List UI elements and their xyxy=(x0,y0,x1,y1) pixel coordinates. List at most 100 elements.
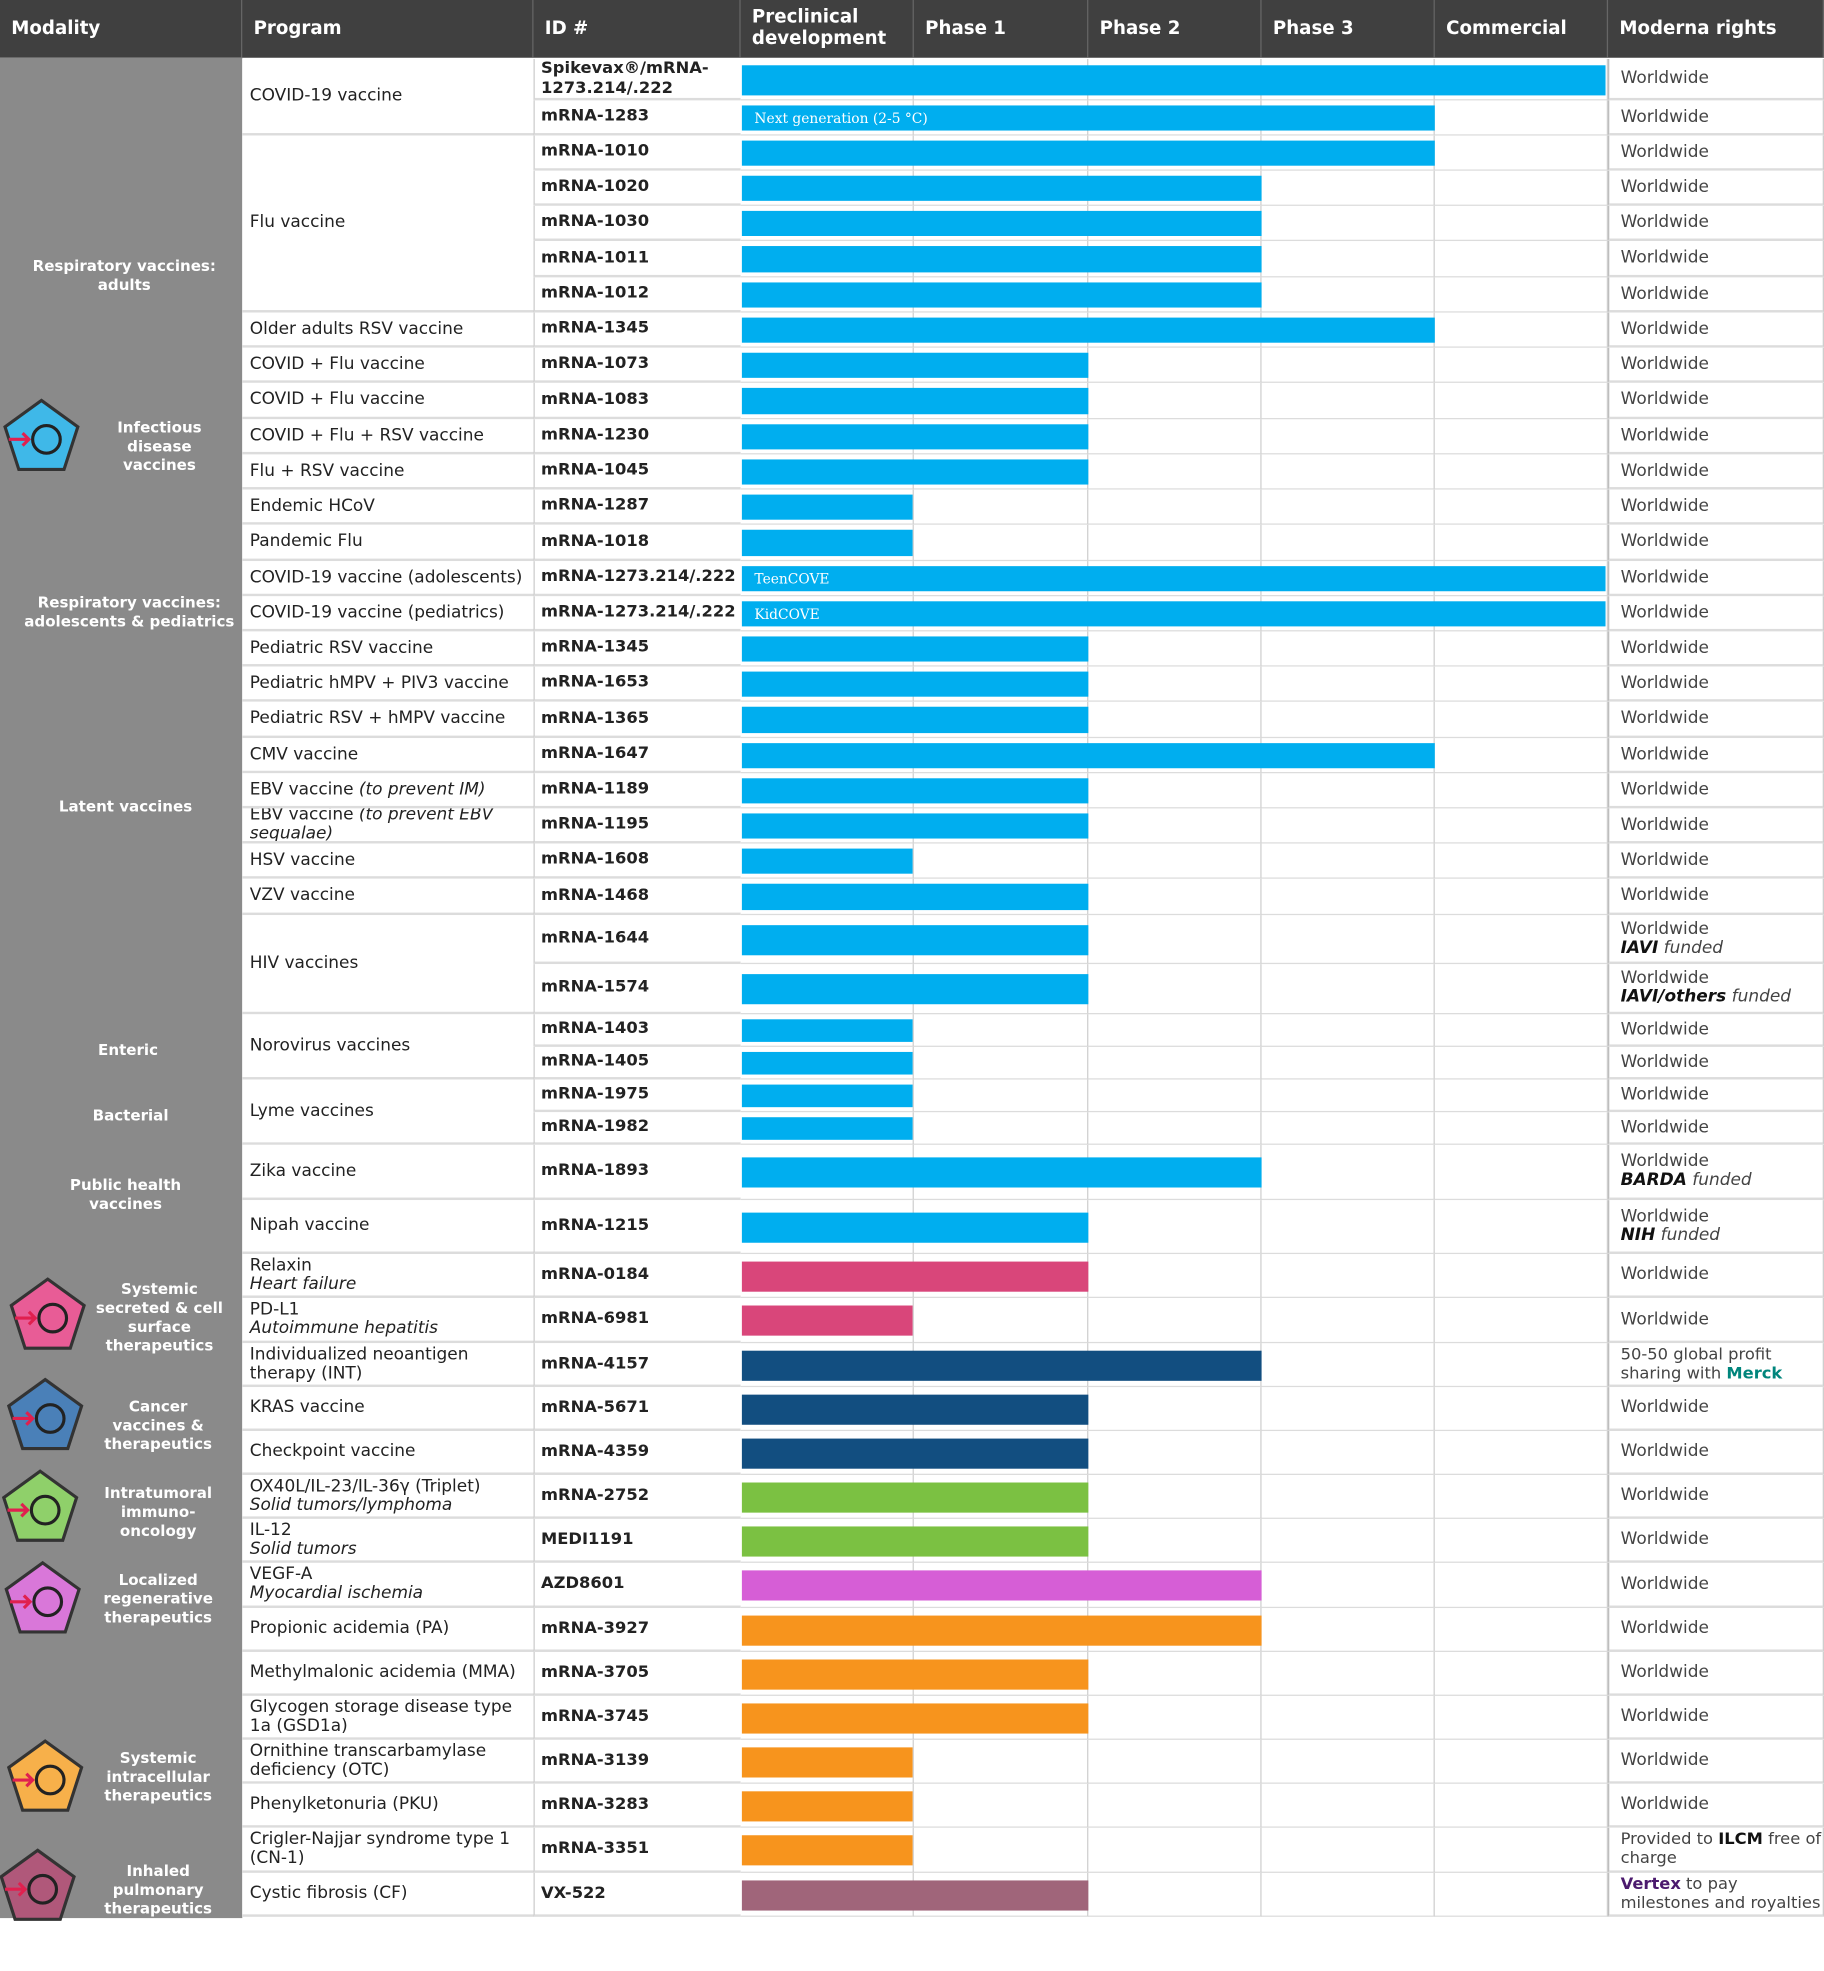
phase-cell xyxy=(1261,419,1435,455)
rights-cell: Worldwide xyxy=(1608,1297,1824,1344)
program-cell: COVID + Flu + RSV vaccine xyxy=(242,419,534,455)
modality-label-line: Cancer xyxy=(128,1397,188,1416)
pipeline-bar xyxy=(741,848,913,874)
phase-cell xyxy=(1434,1014,1609,1047)
program-id: mRNA-1189 xyxy=(541,779,650,799)
pipeline-bar xyxy=(741,1658,1089,1690)
program-id: mRNA-1653 xyxy=(541,672,650,692)
rights-cell: Worldwide xyxy=(1608,1518,1824,1563)
program-cell: Relaxin Heart failure xyxy=(242,1254,534,1298)
modality-label: Intratumoral immuno-oncology xyxy=(104,1484,212,1540)
phase-cell xyxy=(1434,347,1609,383)
program-name: Methylmalonic acidemia (MMA) xyxy=(249,1662,516,1683)
phase-cell xyxy=(913,1112,1089,1145)
program-cell: EBV vaccine (to prevent EBV sequalae) xyxy=(242,808,534,844)
id-cell: mRNA-1020 xyxy=(533,170,741,206)
program-cell: Pediatric hMPV + PIV3 vaccine xyxy=(242,666,534,702)
rights-cell: Worldwide IAVI/others funded xyxy=(1608,964,1824,1015)
program-id: mRNA-1215 xyxy=(541,1215,650,1235)
phase-cell xyxy=(1434,808,1609,844)
program-text: IL-12 Solid tumors xyxy=(249,1519,357,1559)
program-id: mRNA-1273.214/.222 xyxy=(541,602,736,622)
program-id: mRNA-1345 xyxy=(541,637,650,657)
program-id: mRNA-1574 xyxy=(541,977,650,997)
program-id: mRNA-1647 xyxy=(541,744,650,764)
program-cell: OX40L/IL-23/IL-36γ (Triplet) Solid tumors… xyxy=(242,1474,534,1519)
program-text: Nipah vaccine xyxy=(250,1216,370,1235)
phase-cell xyxy=(1261,1783,1435,1828)
rights-value: Worldwide xyxy=(1620,1308,1709,1329)
modality-label-line: immuno- xyxy=(120,1503,196,1521)
rights-cell: Worldwide xyxy=(1608,135,1824,171)
rights-cell: Worldwide IAVI funded xyxy=(1608,915,1824,965)
program-id: MEDI1191 xyxy=(541,1529,634,1549)
rights-cell: 50-50 global profit sharing with Merck xyxy=(1608,1343,1824,1388)
phase-cell xyxy=(1088,1783,1262,1828)
program-text: VEGF-A Myocardial ischemia xyxy=(250,1565,423,1603)
program-name: Relaxin xyxy=(249,1254,312,1275)
id-cell: mRNA-4359 xyxy=(533,1431,741,1475)
program-name: Lyme vaccines xyxy=(249,1100,374,1121)
phase-cell xyxy=(1261,241,1435,278)
program-id: mRNA-1083 xyxy=(541,389,650,409)
pipeline-bar xyxy=(741,1084,913,1108)
rights-text: Worldwide xyxy=(1621,354,1709,374)
id-cell: mRNA-1647 xyxy=(533,738,741,774)
phase-cell xyxy=(1261,347,1435,383)
phase-cell xyxy=(1088,1739,1262,1784)
program-name: VZV vaccine xyxy=(249,884,355,906)
program-name: Pediatric hMPV + PIV3 vaccine xyxy=(249,672,509,693)
phase-cell xyxy=(1434,1518,1609,1563)
program-text: EBV vaccine (to prevent EBV sequalae) xyxy=(250,808,534,841)
rights-text: Worldwide NIH funded xyxy=(1620,1206,1720,1245)
pipeline-bar xyxy=(741,883,1089,911)
id-cell: mRNA-1982 xyxy=(533,1112,741,1145)
phase-cell xyxy=(1088,382,1262,420)
program-cell: COVID-19 vaccine (adolescents) xyxy=(242,561,534,597)
phase-cell xyxy=(740,1297,914,1344)
phase-cell xyxy=(1261,1200,1435,1255)
phase-cell xyxy=(1261,1297,1435,1344)
rights-cell: Worldwide NIH funded xyxy=(1608,1200,1824,1255)
rights-cell: Worldwide xyxy=(1608,631,1824,667)
program-text: Relaxin Heart failure xyxy=(249,1254,356,1294)
rights-cell: Worldwide xyxy=(1608,843,1824,879)
program-id: mRNA-1273.214/.222 xyxy=(541,567,736,587)
phase-cell xyxy=(1261,1079,1435,1113)
pipeline-bar xyxy=(741,813,1089,839)
rights-text: Worldwide xyxy=(1621,1663,1709,1682)
rights-value: Worldwide xyxy=(1620,814,1709,835)
id-cell: mRNA-1073 xyxy=(533,347,741,383)
rights-text: Worldwide xyxy=(1621,212,1709,232)
rights-cell: Worldwide xyxy=(1608,489,1824,525)
program-id: mRNA-4157 xyxy=(541,1353,650,1373)
program-id: mRNA-1195 xyxy=(541,814,650,834)
program-name: IL-12 xyxy=(249,1519,292,1540)
program-id: mRNA-1018 xyxy=(541,531,650,551)
id-cell: mRNA-1010 xyxy=(533,135,741,171)
rights-suffix: funded xyxy=(1726,986,1792,1007)
phase-cell xyxy=(1434,382,1609,420)
cell-icon xyxy=(5,1737,85,1817)
phase-cell xyxy=(1088,1518,1262,1563)
phase-cell xyxy=(1088,915,1262,965)
bar-label: TeenCOVE xyxy=(754,570,830,587)
program-id: mRNA-1011 xyxy=(541,247,650,267)
pipeline-bar xyxy=(741,1702,1089,1733)
id-cell: mRNA-1195 xyxy=(533,808,741,844)
header-label: Preclinical development xyxy=(751,7,887,49)
program-text: KRAS vaccine xyxy=(250,1398,365,1417)
phase-cell xyxy=(1434,135,1609,171)
rights-suffix: funded xyxy=(1686,1169,1752,1191)
program-cell: Nipah vaccine xyxy=(242,1200,534,1255)
rights-value: Worldwide xyxy=(1620,495,1709,516)
rights-cell: Worldwide xyxy=(1608,454,1824,490)
tumor-cell-icon xyxy=(0,1467,80,1547)
pipeline-bar xyxy=(741,494,913,520)
rights-partner: NIH xyxy=(1620,1224,1656,1245)
phase-cell xyxy=(1261,1827,1435,1873)
id-cell: mRNA-1287 xyxy=(533,489,741,525)
pipeline-bar xyxy=(741,424,1089,450)
phase-cell xyxy=(1261,1431,1435,1475)
program-id: mRNA-1975 xyxy=(541,1084,650,1104)
